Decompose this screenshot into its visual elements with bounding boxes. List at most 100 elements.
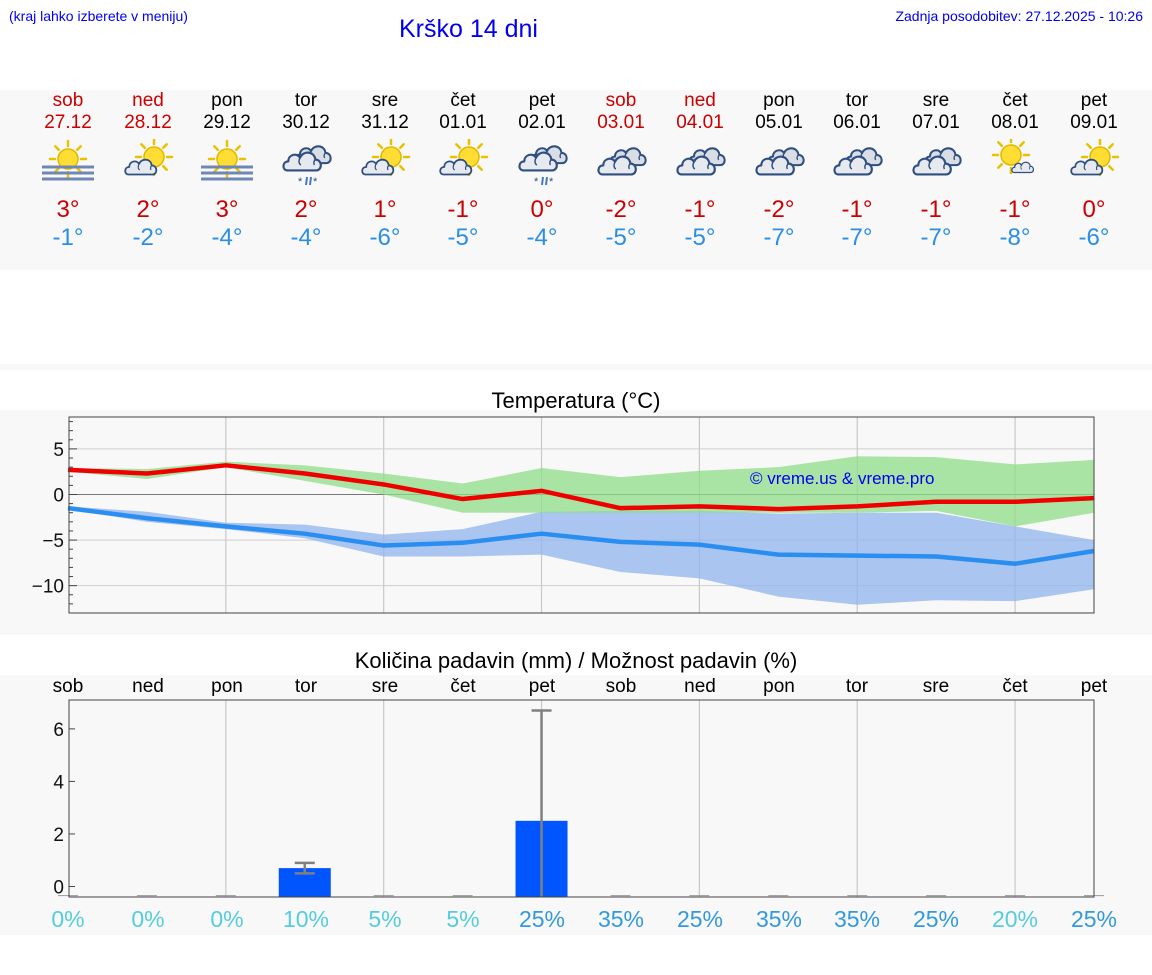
temp-max: -1° [447,196,479,223]
day-column: sre 31.12 1° -6° [345,90,425,252]
cloudy-icon [755,147,805,176]
precip-probability: 0% [210,906,243,932]
day-name: pon [211,90,243,111]
day-name: pon [763,90,795,111]
day-name: pet [1080,90,1108,111]
day-date: 27.12 [44,112,92,133]
weather-icon-holder [1054,134,1134,196]
day-name: ned [684,90,716,111]
day-label: pet [1081,676,1108,697]
temp-max: 0° [530,196,554,223]
temp-max: -1° [999,196,1031,223]
day-column: ned 28.12 2° -2° [108,90,188,252]
temp-min: -4° [211,224,243,251]
min-temp-range-band [68,506,1094,605]
weather-icon-holder [975,134,1055,196]
day-name: tor [294,90,318,111]
day-label: sre [372,676,398,697]
temp-max: -2° [763,196,795,223]
temp-min: -7° [763,224,795,251]
day-date: 28.12 [124,112,172,133]
day-label: sre [923,676,949,697]
precip-probability: 0% [131,906,164,932]
day-column: tor 30.12 * * 2° -4° [266,90,346,252]
temp-min: -6° [369,224,401,251]
precip-probability: 35% [756,906,802,932]
day-date: 09.01 [1070,112,1118,133]
temp-max: 3° [56,196,80,223]
cloud-sleet-icon: * * [518,145,568,188]
temp-min: -1° [52,224,84,251]
temp-min: -2° [132,224,164,251]
day-date: 02.01 [518,112,566,133]
temp-max: 1° [373,196,397,223]
temp-min: -5° [605,224,637,251]
day-label: sob [606,676,637,697]
cloudy-icon [833,147,883,176]
sun-fog-icon [201,139,253,181]
cloudy-icon [597,147,647,176]
day-column: sob 27.12 3° -1° [28,90,108,252]
weather-icon-holder [345,134,425,196]
weather-icon-holder: * * [502,134,582,196]
precipitation-chart: sob ned pon tor sre čet pet sob ned pon tor sre čet p… [51,676,1117,932]
temp-min: -5° [684,224,716,251]
precip-probability: 25% [519,906,565,932]
precip-probability: 10% [283,906,329,932]
day-name: sre [922,90,950,111]
watermark: © vreme.us & vreme.pro [750,469,934,488]
temp-min: -5° [447,224,479,251]
day-name: sre [371,90,399,111]
precip-probability: 5% [446,906,479,932]
sun-small-cloud-icon [991,139,1035,175]
day-column: pet 09.01 0° -6° [1054,90,1134,252]
y-tick-label: 5 [53,440,64,461]
y-tick-label: −10 [32,577,64,598]
sun-cloud-icon [124,139,174,177]
plot-frame [68,699,1095,898]
weather-icon-holder [28,134,108,196]
temp-max: 2° [136,196,160,223]
day-label: ned [684,676,716,697]
day-date: 07.01 [912,112,960,133]
temp-min: -4° [526,224,558,251]
precip-probability: 0% [51,906,84,932]
weather-icon-holder [660,134,740,196]
sun-cloud-icon [1070,139,1120,177]
weather-icon-holder [739,134,819,196]
day-name: čet [1002,90,1028,111]
day-label: čet [450,676,476,697]
cloudy-icon [676,147,726,176]
day-date: 06.01 [833,112,881,133]
forecast-strip: sob 27.12 3° -1° ned 28.12 2° -2° pon 29.12 3° -4° t… [0,90,1152,270]
y-tick-label: −5 [42,531,64,552]
day-name: pet [528,90,556,111]
precip-probability: 20% [992,906,1038,932]
min-temp-line [67,505,1095,567]
weather-icon-holder: * * [266,134,346,196]
y-tick-label: 0 [53,485,64,506]
svg-text:*: * [298,176,303,188]
day-label: ned [132,676,164,697]
temp-min: -8° [999,224,1031,251]
y-tick-label: 6 [53,720,64,741]
day-date: 08.01 [991,112,1039,133]
precip-probability: 5% [368,906,401,932]
temperature-chart-title: Temperatura (°C) [491,388,661,413]
temp-max: 3° [215,196,239,223]
day-column: čet 01.01 -1° -5° [423,90,503,252]
temp-min: -7° [841,224,873,251]
weather-icon-holder [108,134,188,196]
day-label: tor [846,676,869,697]
weather-icon-holder [896,134,976,196]
day-column: pon 05.01 -2° -7° [739,90,819,252]
weather-icon-holder [817,134,897,196]
separator [0,364,1152,370]
day-column: pet 02.01 * * 0° -4° [502,90,582,252]
day-label: tor [295,676,318,697]
plot-frame [68,416,1095,614]
temperature-chart: 5 0 −5 −10 © vreme.us & vreme.pro [32,416,1095,614]
temp-min: -4° [290,224,322,251]
day-label: sob [53,676,84,697]
day-column: tor 06.01 -1° -7° [817,90,897,252]
